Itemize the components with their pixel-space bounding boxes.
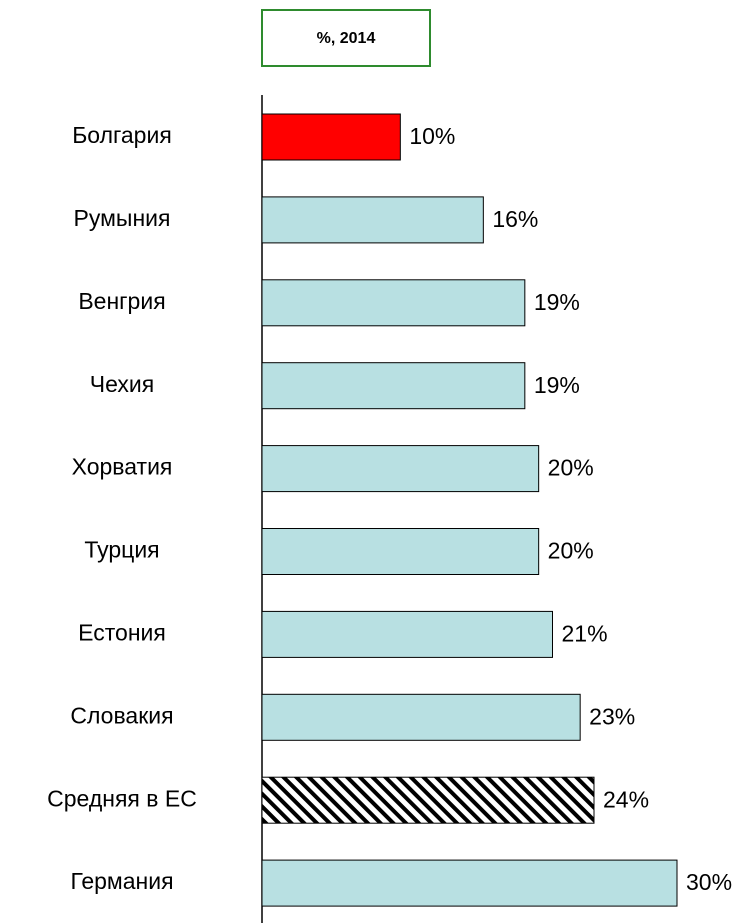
- bar: [261, 279, 526, 327]
- bar: [261, 362, 526, 410]
- bar: [261, 859, 678, 907]
- chart-title: %, 2014: [317, 30, 376, 47]
- bar: [261, 693, 581, 741]
- bar: [261, 445, 540, 493]
- category-label: Естония: [78, 619, 166, 645]
- bar: [261, 528, 540, 575]
- value-label: 19%: [534, 372, 580, 398]
- title-box: [261, 9, 431, 67]
- bar: [261, 113, 401, 161]
- value-label: 19%: [534, 289, 580, 315]
- category-label: Средняя в ЕС: [47, 785, 197, 811]
- value-label: 30%: [686, 869, 732, 895]
- value-label: 10%: [409, 123, 455, 149]
- bar: [261, 196, 484, 244]
- category-label: Хорватия: [72, 454, 173, 480]
- value-label: 23%: [589, 703, 635, 729]
- category-label: Венгрия: [78, 288, 165, 314]
- category-label: Германия: [70, 868, 173, 894]
- bar: [261, 776, 595, 824]
- value-label: 24%: [603, 786, 649, 812]
- category-label: Чехия: [90, 371, 154, 397]
- value-label: 20%: [548, 455, 594, 481]
- category-label: Болгария: [72, 122, 172, 148]
- value-label: 21%: [562, 620, 608, 646]
- category-label: Турция: [84, 537, 159, 563]
- category-label: Словакия: [70, 702, 173, 728]
- value-label: 16%: [492, 206, 538, 232]
- value-label: 20%: [548, 538, 594, 564]
- bar: [261, 610, 553, 658]
- category-label: Румыния: [74, 205, 171, 231]
